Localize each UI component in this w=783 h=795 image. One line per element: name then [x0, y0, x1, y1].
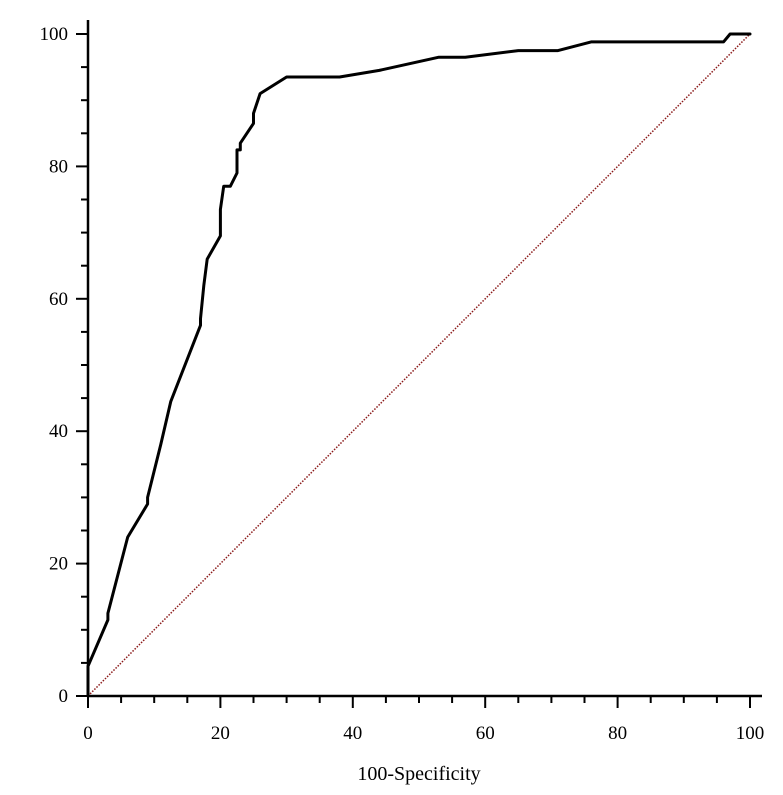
roc-curve	[86, 32, 752, 698]
x-tick-label: 20	[211, 723, 230, 744]
y-tick-label: 60	[49, 289, 68, 310]
y-tick-label: 0	[59, 686, 69, 707]
diagonal-reference-line	[87, 33, 751, 697]
axes	[86, 20, 762, 698]
x-tick-label: 40	[343, 723, 362, 744]
x-axis-title: 100-Specificity	[357, 763, 480, 785]
x-tick-label: 0	[83, 723, 93, 744]
x-tick-label: 80	[608, 723, 627, 744]
y-tick-label: 20	[49, 554, 68, 575]
y-tick-label: 80	[49, 156, 68, 177]
x-tick-label: 60	[476, 723, 495, 744]
x-tick-label: 100	[736, 723, 765, 744]
y-tick-label: 40	[49, 421, 68, 442]
tick-labels: 0 20 40 60 80 100 0 20 40 60 80 100	[40, 24, 765, 744]
plot-lines	[86, 32, 752, 698]
y-tick-label: 100	[40, 24, 69, 45]
